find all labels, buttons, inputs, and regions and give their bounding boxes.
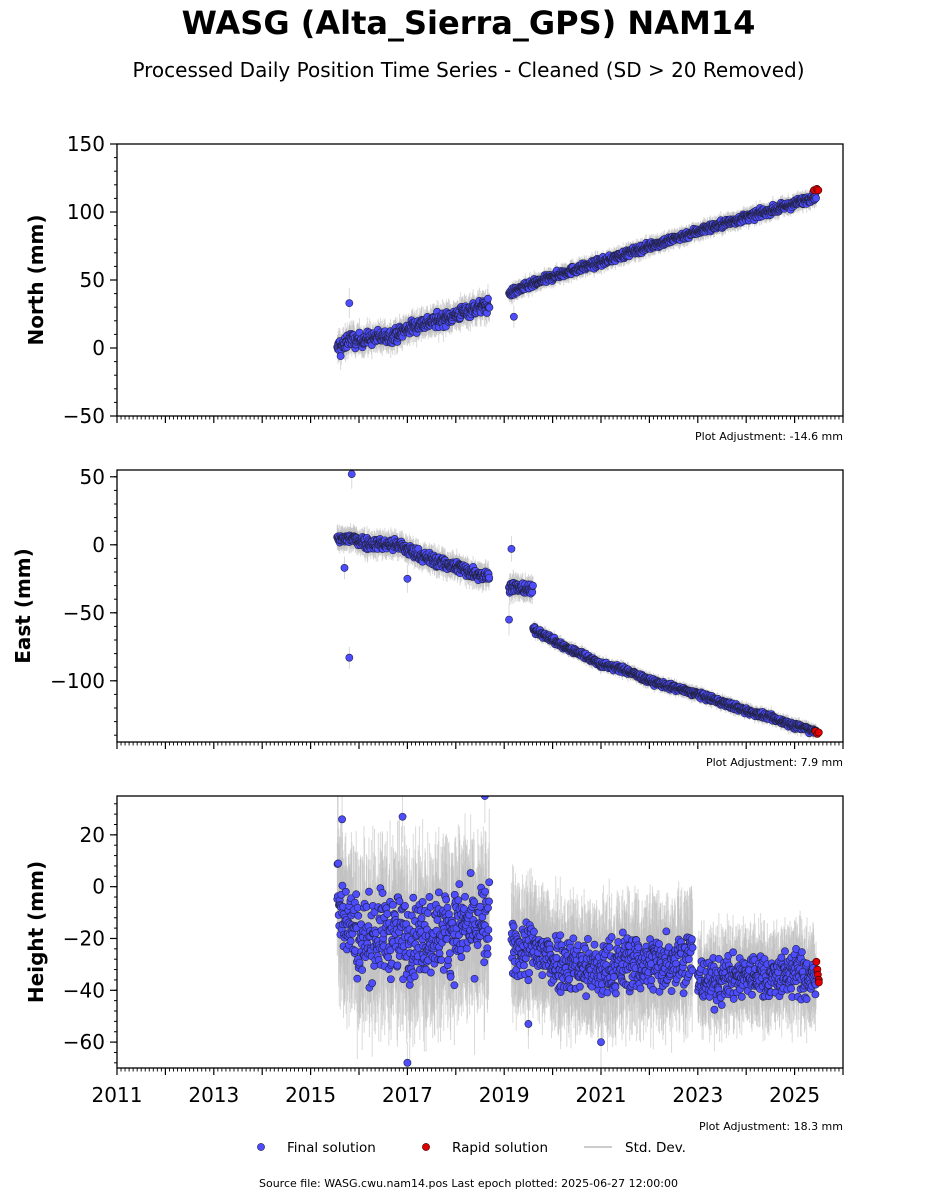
final-point bbox=[485, 573, 494, 582]
std-dev-bars bbox=[336, 470, 817, 741]
final-solution-points bbox=[333, 188, 820, 361]
rapid-point bbox=[814, 186, 823, 195]
chart-subtitle: Processed Daily Position Time Series - C… bbox=[132, 58, 805, 82]
final-solution-points bbox=[333, 470, 820, 738]
rapid-solution-points bbox=[810, 184, 823, 195]
x-axis bbox=[116, 416, 844, 423]
final-point bbox=[509, 312, 518, 321]
plot-frame bbox=[116, 143, 844, 417]
y-axis-label: North (mm) bbox=[24, 214, 48, 345]
y-tick-label: 150 bbox=[67, 132, 105, 156]
plot-area bbox=[333, 470, 823, 741]
y-tick-label: 100 bbox=[67, 200, 105, 224]
y-axis: −50 0 50 100 150 bbox=[63, 132, 117, 428]
final-point bbox=[345, 299, 354, 308]
final-point bbox=[485, 303, 494, 312]
final-point bbox=[529, 581, 537, 590]
final-point bbox=[812, 194, 820, 203]
final-point bbox=[484, 294, 492, 303]
panel-1: −50 0 50 100 150 North (mm) Plot Adjustment: -… bbox=[24, 132, 844, 443]
chart-title: WASG (Alta_Sierra_GPS) NAM14 bbox=[181, 4, 756, 42]
final-point bbox=[336, 352, 345, 361]
y-tick-label: 0 bbox=[92, 336, 105, 360]
plot-area bbox=[333, 184, 823, 370]
y-tick-label: 50 bbox=[80, 268, 105, 292]
y-tick-label: −50 bbox=[63, 404, 105, 428]
plot-adjustment-label: Plot Adjustment: -14.6 mm bbox=[695, 430, 843, 443]
